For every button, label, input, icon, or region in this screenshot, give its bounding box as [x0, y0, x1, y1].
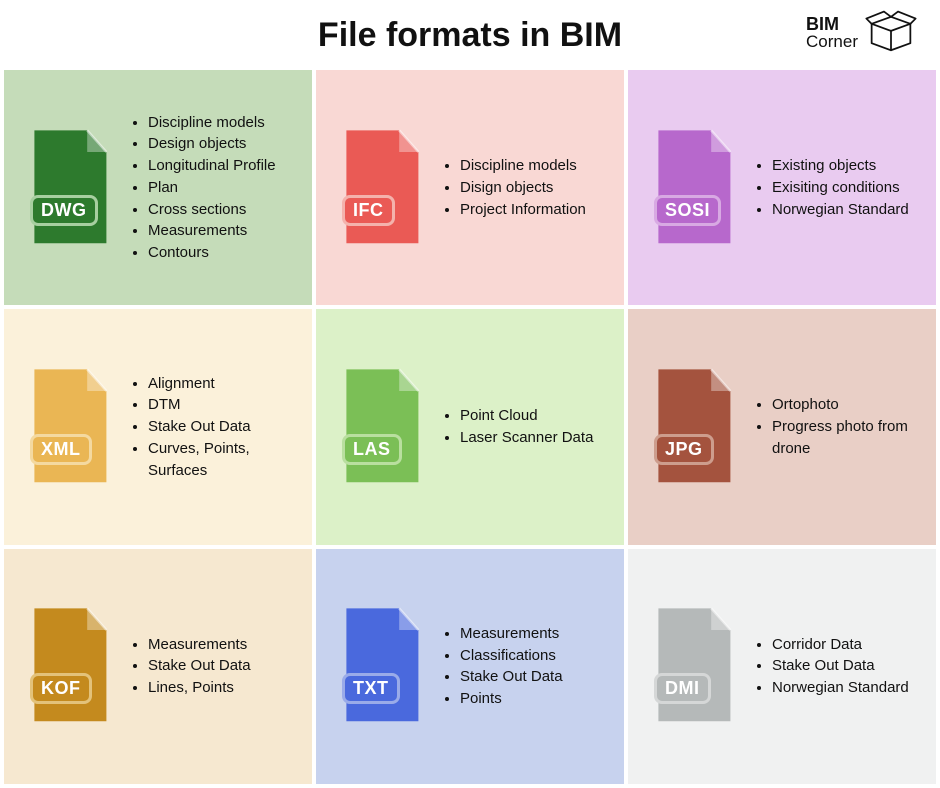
list-item: Point Cloud — [460, 405, 608, 427]
format-cell-xml: XML AlignmentDTMStake Out DataCurves, Poi… — [4, 309, 312, 544]
file-icon: XML — [20, 367, 116, 487]
file-icon: JPG — [644, 367, 740, 487]
format-cell-dmi: DMI Corridor DataStake Out DataNorwegian … — [628, 549, 936, 784]
list-item: Contours — [148, 242, 296, 264]
bullet-list: Existing objectsExisiting conditionsNorw… — [754, 155, 920, 220]
bullet-list: MeasurementsStake Out DataLines, Points — [130, 634, 296, 699]
list-item: Classifications — [460, 645, 608, 667]
list-item: Discipline models — [148, 112, 296, 134]
list-item: Stake Out Data — [148, 416, 296, 438]
file-icon: DWG — [20, 128, 116, 248]
file-icon: IFC — [332, 128, 428, 248]
list-item: DTM — [148, 394, 296, 416]
format-cell-jpg: JPG OrtophotoProgress photo from drone — [628, 309, 936, 544]
file-icon: KOF — [20, 606, 116, 726]
list-item: Corridor Data — [772, 634, 920, 656]
list-item: Norwegian Standard — [772, 677, 920, 699]
format-grid: DWGDiscipline modelsDesign objectsLongit… — [0, 70, 940, 788]
list-item: Measurements — [460, 623, 608, 645]
file-icon: TXT — [332, 606, 428, 726]
page-title: File formats in BIM — [318, 16, 622, 55]
file-icon: LAS — [332, 367, 428, 487]
list-item: Disign objects — [460, 177, 608, 199]
list-item: Design objects — [148, 133, 296, 155]
format-cell-sosi: SOSI Existing objectsExisiting conditions… — [628, 70, 936, 305]
format-cell-ifc: IFC Discipline modelsDisign objectsProjec… — [316, 70, 624, 305]
list-item: Project Information — [460, 199, 608, 221]
file-format-label: DMI — [654, 673, 711, 704]
format-cell-txt: TXT MeasurementsClassificationsStake Out … — [316, 549, 624, 784]
bullet-list: MeasurementsClassificationsStake Out Dat… — [442, 623, 608, 710]
list-item: Curves, Points, Surfaces — [148, 438, 296, 482]
list-item: Laser Scanner Data — [460, 427, 608, 449]
list-item: Exisiting conditions — [772, 177, 920, 199]
bullet-list: Discipline modelsDisign objectsProject I… — [442, 155, 608, 220]
format-cell-kof: KOF MeasurementsStake Out DataLines, Poin… — [4, 549, 312, 784]
file-format-label: DWG — [30, 195, 98, 226]
bullet-list: AlignmentDTMStake Out DataCurves, Points… — [130, 373, 296, 482]
file-icon: DMI — [644, 606, 740, 726]
format-cell-dwg: DWG Discipline modelsDesign objectsLongit… — [4, 70, 312, 305]
list-item: Stake Out Data — [460, 666, 608, 688]
logo: BIM Corner — [806, 8, 918, 57]
list-item: Lines, Points — [148, 677, 296, 699]
list-item: Stake Out Data — [148, 655, 296, 677]
logo-text: BIM Corner — [806, 15, 858, 50]
list-item: Longitudinal Profile — [148, 155, 296, 177]
file-format-label: LAS — [342, 434, 402, 465]
format-cell-las: LAS Point CloudLaser Scanner Data — [316, 309, 624, 544]
list-item: Discipline models — [460, 155, 608, 177]
bullet-list: Discipline modelsDesign objectsLongitudi… — [130, 112, 296, 264]
box-icon — [864, 8, 918, 57]
list-item: Cross sections — [148, 199, 296, 221]
list-item: Measurements — [148, 634, 296, 656]
bullet-list: Point CloudLaser Scanner Data — [442, 405, 608, 449]
list-item: Measurements — [148, 220, 296, 242]
list-item: Ortophoto — [772, 394, 920, 416]
file-format-label: TXT — [342, 673, 400, 704]
file-format-label: KOF — [30, 673, 92, 704]
header: File formats in BIM BIM Corner — [0, 0, 940, 70]
file-format-label: JPG — [654, 434, 714, 465]
logo-line2: Corner — [806, 33, 858, 50]
list-item: Alignment — [148, 373, 296, 395]
page: File formats in BIM BIM Corner — [0, 0, 940, 788]
file-format-label: XML — [30, 434, 92, 465]
file-format-label: IFC — [342, 195, 395, 226]
bullet-list: OrtophotoProgress photo from drone — [754, 394, 920, 459]
bullet-list: Corridor DataStake Out DataNorwegian Sta… — [754, 634, 920, 699]
list-item: Norwegian Standard — [772, 199, 920, 221]
list-item: Existing objects — [772, 155, 920, 177]
file-format-label: SOSI — [654, 195, 721, 226]
list-item: Plan — [148, 177, 296, 199]
list-item: Points — [460, 688, 608, 710]
list-item: Stake Out Data — [772, 655, 920, 677]
list-item: Progress photo from drone — [772, 416, 920, 460]
file-icon: SOSI — [644, 128, 740, 248]
logo-line1: BIM — [806, 15, 858, 33]
